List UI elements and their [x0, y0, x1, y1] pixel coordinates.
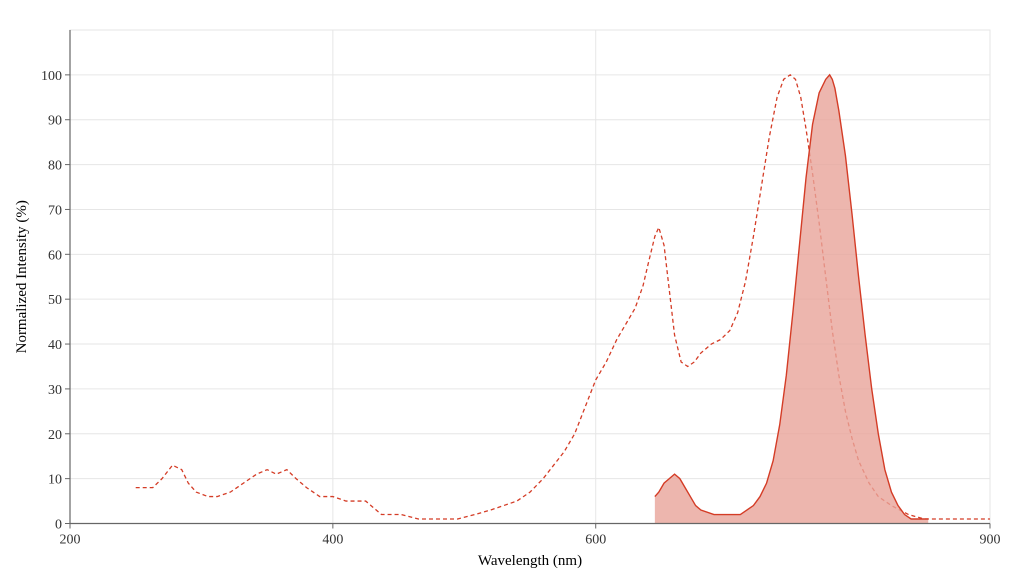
y-tick-label: 0	[55, 518, 62, 533]
y-axis-title: Normalized Intensity (%)	[14, 200, 30, 353]
emission-area	[654, 74, 929, 524]
x-axis-title: Wavelength (nm)	[478, 553, 582, 569]
y-tick-label: 70	[48, 203, 62, 218]
x-tick-label: 200	[60, 533, 81, 548]
y-tick-label: 20	[48, 428, 62, 443]
y-tick-label: 30	[48, 383, 62, 398]
y-tick-label: 40	[48, 338, 62, 353]
series-layer	[135, 73, 990, 524]
x-tick-label: 400	[322, 533, 343, 548]
y-tick-label: 100	[41, 69, 62, 84]
y-tick-label: 50	[48, 293, 62, 308]
y-tick-label: 60	[48, 248, 62, 263]
tick-labels: 0 10 20 30 40 50 60 70 80 90 100 200 400 600 900	[41, 69, 1001, 548]
y-tick-label: 90	[48, 114, 62, 129]
x-tick-label: 600	[585, 533, 606, 548]
axes	[69, 30, 990, 525]
x-tick-label: 900	[980, 533, 1001, 548]
y-tick-label: 80	[48, 159, 62, 174]
y-tick-label: 10	[48, 473, 62, 488]
emission-line	[654, 73, 929, 520]
